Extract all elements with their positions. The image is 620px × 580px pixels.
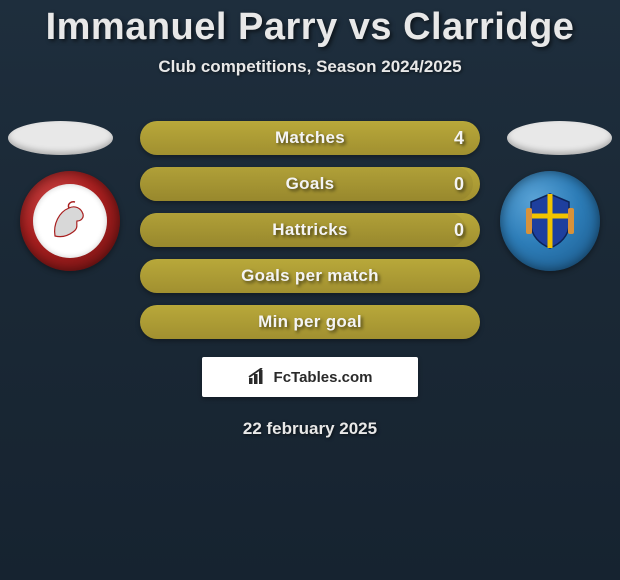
stat-bar-value: 0 xyxy=(454,220,464,241)
stat-bar-value: 4 xyxy=(454,128,464,149)
content-area: Matches 4 Goals 0 Hattricks 0 Goals per match M… xyxy=(0,121,620,439)
stat-bar: Min per goal xyxy=(140,305,480,339)
horse-icon xyxy=(43,194,97,248)
page-title: Immanuel Parry vs Clarridge xyxy=(0,2,620,57)
club-crest-left-inner xyxy=(33,184,107,258)
stat-bar-label: Min per goal xyxy=(258,312,362,332)
attribution-text: FcTables.com xyxy=(274,369,373,386)
stat-bar-value: 0 xyxy=(454,174,464,195)
stat-bar: Matches 4 xyxy=(140,121,480,155)
player-marker-right xyxy=(507,121,612,155)
stat-bar-label: Goals per match xyxy=(241,266,379,286)
attribution-badge: FcTables.com xyxy=(202,357,418,397)
stat-bar-label: Hattricks xyxy=(272,220,347,240)
footer-date: 22 february 2025 xyxy=(0,419,620,439)
infographic-container: Immanuel Parry vs Clarridge Club competi… xyxy=(0,0,620,439)
stat-bar-label: Goals xyxy=(286,174,335,194)
page-subtitle: Club competitions, Season 2024/2025 xyxy=(0,57,620,77)
stat-bar: Goals per match xyxy=(140,259,480,293)
shield-icon xyxy=(517,188,583,254)
stat-bar: Hattricks 0 xyxy=(140,213,480,247)
stat-bar-label: Matches xyxy=(275,128,345,148)
comparison-bars: Matches 4 Goals 0 Hattricks 0 Goals per match M… xyxy=(140,121,480,339)
club-crest-right xyxy=(500,171,600,271)
player-marker-left xyxy=(8,121,113,155)
club-crest-left xyxy=(20,171,120,271)
bar-chart-icon xyxy=(248,368,270,386)
stat-bar: Goals 0 xyxy=(140,167,480,201)
club-crest-right-inner xyxy=(517,188,583,254)
